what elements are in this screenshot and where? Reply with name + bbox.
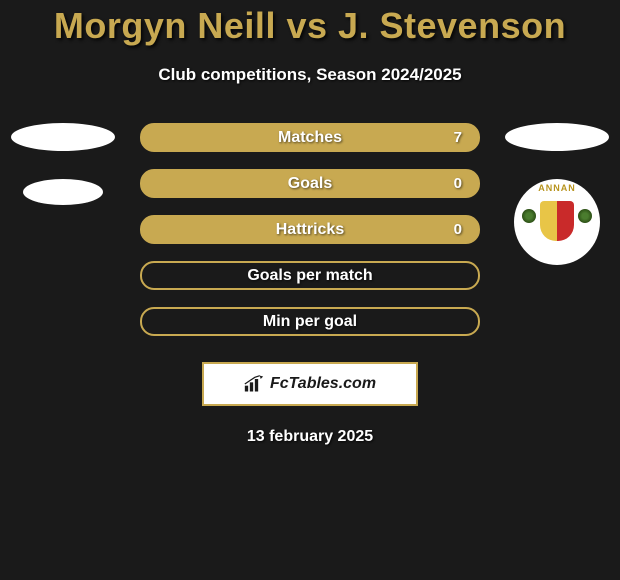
stat-bar-hattricks: Hattricks 0: [140, 215, 480, 244]
thistle-icon: [578, 209, 592, 223]
season-subtitle: Club competitions, Season 2024/2025: [0, 65, 620, 85]
stat-label: Min per goal: [263, 313, 357, 331]
stat-bar-matches: Matches 7: [140, 123, 480, 152]
brand-box: FcTables.com: [202, 362, 418, 406]
stat-label: Hattricks: [276, 221, 344, 239]
player-photo-placeholder-right: [505, 123, 609, 151]
content-row: Matches 7 Goals 0 Hattricks 0 Goals per …: [0, 123, 620, 336]
stat-label: Goals per match: [247, 267, 372, 285]
infographic-container: Morgyn Neill vs J. Stevenson Club compet…: [0, 0, 620, 446]
shield-icon: [540, 201, 574, 241]
date-label: 13 february 2025: [0, 428, 620, 446]
player-photo-placeholder-left: [11, 123, 115, 151]
left-side: [8, 123, 118, 205]
stat-bar-min-per-goal: Min per goal: [140, 307, 480, 336]
stat-bar-goals-per-match: Goals per match: [140, 261, 480, 290]
stat-bar-goals: Goals 0: [140, 169, 480, 198]
right-side: ANNAN: [502, 123, 612, 265]
stat-value: 0: [454, 221, 462, 238]
stat-label: Goals: [288, 175, 332, 193]
chart-icon: [244, 375, 264, 393]
club-logo-placeholder-left: [23, 179, 103, 205]
comparison-title: Morgyn Neill vs J. Stevenson: [0, 5, 620, 47]
stat-bars: Matches 7 Goals 0 Hattricks 0 Goals per …: [118, 123, 502, 336]
stat-value: 7: [454, 129, 462, 146]
stat-value: 0: [454, 175, 462, 192]
brand-label: FcTables.com: [270, 375, 376, 393]
club-crest-right: ANNAN: [514, 179, 600, 265]
thistle-icon: [522, 209, 536, 223]
crest-text: ANNAN: [514, 183, 600, 193]
stat-label: Matches: [278, 129, 342, 147]
